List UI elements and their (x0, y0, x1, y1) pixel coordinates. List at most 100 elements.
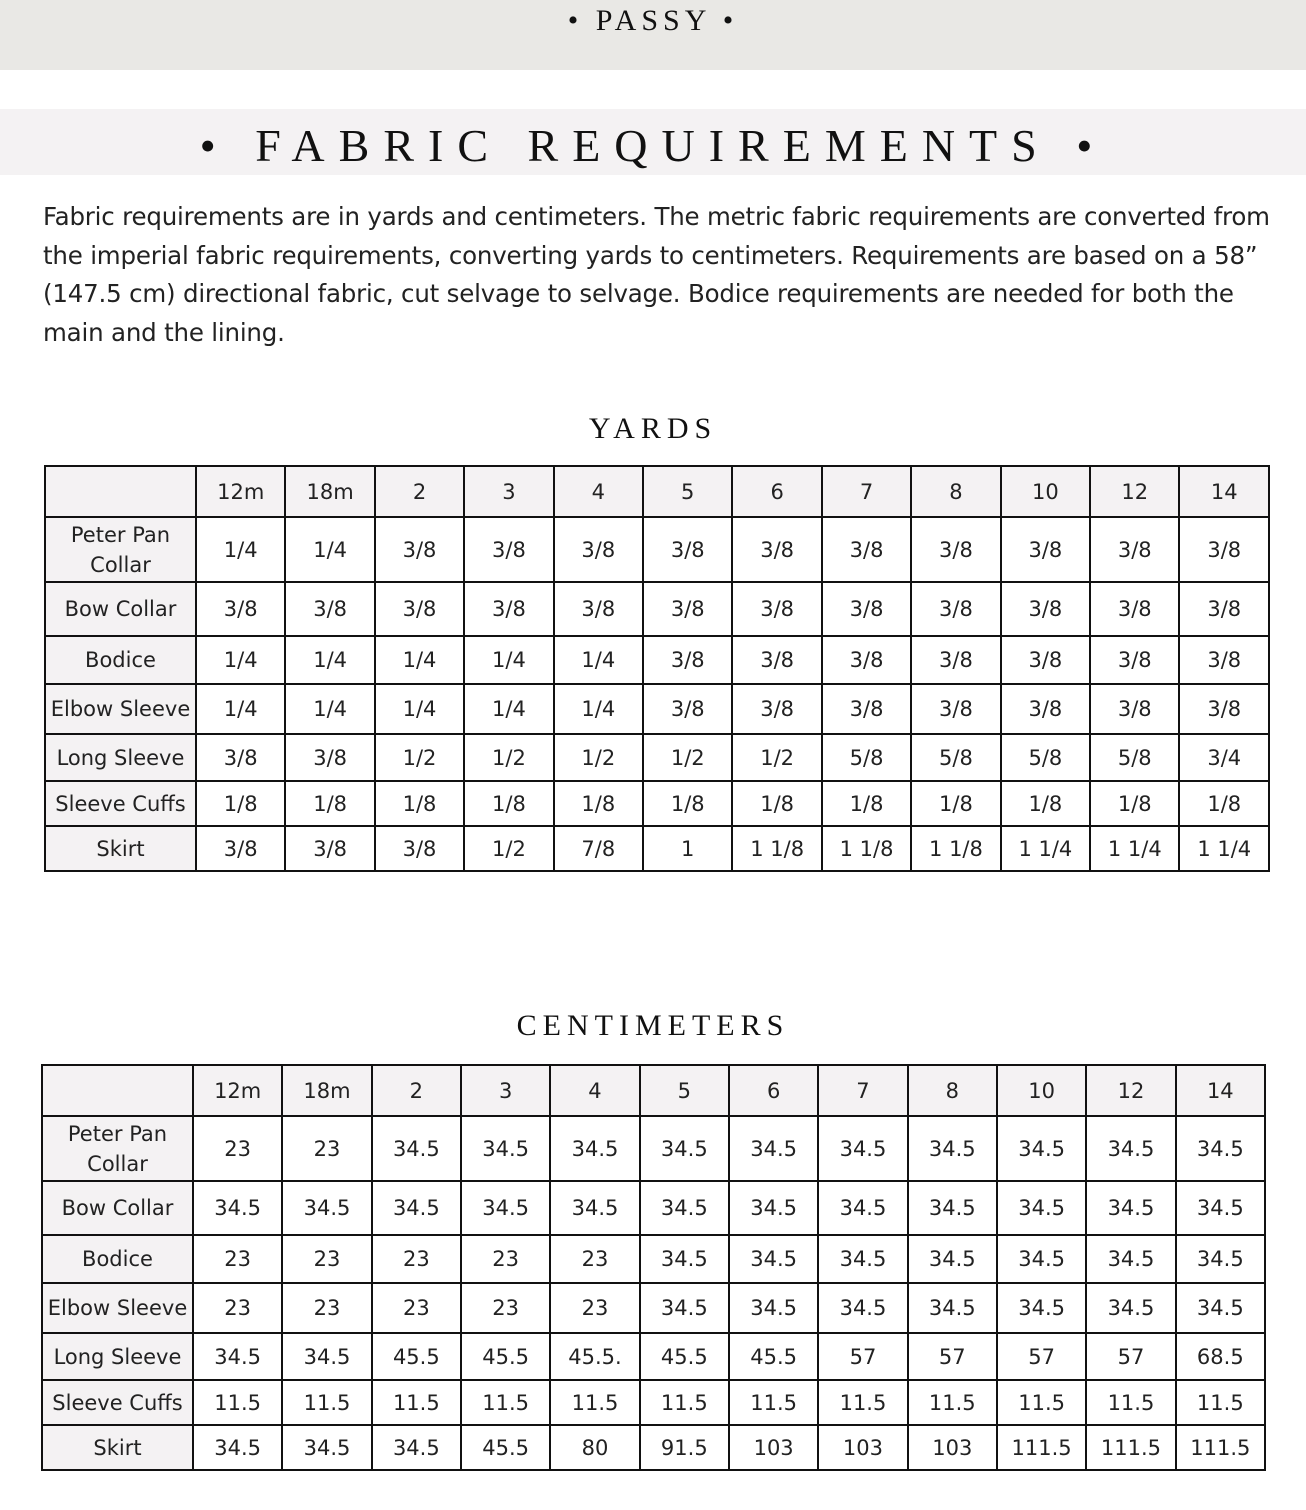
table-row: Sleeve Cuffs 11.5 11.5 11.5 11.5 11.5 11.5 11.5… (41, 1379, 1267, 1426)
brand-title: • PASSY • (567, 4, 739, 37)
value-cell: 34.5 (191, 1180, 284, 1236)
value-cell: 34.5 (727, 1115, 820, 1182)
size-header: 2 (370, 1064, 462, 1117)
value-cell: 1 1/8 (820, 825, 913, 872)
value-cell: 45.5 (459, 1332, 552, 1381)
value-cell: 34.5 (817, 1234, 909, 1284)
value-cell: 3/8 (373, 581, 466, 637)
value-cell: 11.5 (1174, 1379, 1267, 1426)
table-row: Sleeve Cuffs 1/8 1/8 1/8 1/8 1/8 1/8 1/8 1/8 1/8 1… (44, 780, 1270, 827)
value-cell: 11.5 (459, 1379, 552, 1426)
row-label: Long Sleeve (44, 733, 197, 782)
row-label: Bodice (41, 1234, 194, 1284)
value-cell: 23 (191, 1234, 284, 1284)
size-header: 12m (194, 465, 287, 518)
value-cell: 23 (281, 1282, 373, 1334)
value-cell: 1 1/8 (910, 825, 1002, 872)
value-cell: 3/8 (1089, 516, 1181, 583)
value-cell: 3/8 (999, 683, 1092, 735)
value-cell: 1/8 (194, 780, 287, 827)
value-cell: 3/8 (1178, 516, 1270, 583)
value-cell: 45.5. (549, 1332, 641, 1381)
table-row: Skirt 34.5 34.5 34.5 45.5 80 91.5 103 103 103 111.… (41, 1424, 1267, 1471)
value-cell: 3/8 (284, 825, 376, 872)
value-cell: 1 (642, 825, 734, 872)
value-cell: 1/4 (284, 635, 376, 685)
size-header: 8 (910, 465, 1002, 518)
value-cell: 34.5 (1174, 1180, 1267, 1236)
table-row: Bow Collar 3/8 3/8 3/8 3/8 3/8 3/8 3/8 3/8 3/8 3/8… (44, 581, 1270, 637)
page-title: • FABRIC REQUIREMENTS • (199, 120, 1107, 171)
value-cell: 1 1/4 (1089, 825, 1181, 872)
value-cell: 1/8 (284, 780, 376, 827)
value-cell: 1/2 (463, 825, 555, 872)
value-cell: 1/8 (731, 780, 823, 827)
table-row: Peter Pan Collar 23 23 34.5 34.5 34.5 34.5 34.5… (41, 1115, 1267, 1182)
value-cell: 34.5 (995, 1234, 1088, 1284)
row-label: Peter Pan Collar (41, 1115, 194, 1182)
size-header: 7 (820, 465, 913, 518)
row-label: Skirt (41, 1424, 194, 1471)
intro-paragraph: Fabric requirements are in yards and cen… (43, 202, 1270, 348)
value-cell: 45.5 (370, 1332, 462, 1381)
header-row: 12m 18m 2 3 4 5 6 7 8 10 12 14 (41, 1064, 1267, 1117)
value-cell: 103 (817, 1424, 909, 1471)
value-cell: 34.5 (727, 1282, 820, 1334)
value-cell: 11.5 (281, 1379, 373, 1426)
value-cell: 3/8 (463, 516, 555, 583)
value-cell: 57 (1085, 1332, 1177, 1381)
value-cell: 3/8 (194, 581, 287, 637)
value-cell: 3/8 (194, 733, 287, 782)
value-cell: 1/8 (999, 780, 1092, 827)
value-cell: 68.5 (1174, 1332, 1267, 1381)
header-band (0, 0, 1306, 70)
value-cell: 1/2 (463, 733, 555, 782)
value-cell: 91.5 (638, 1424, 730, 1471)
value-cell: 1/4 (552, 683, 645, 735)
value-cell: 1/4 (194, 683, 287, 735)
value-cell: 34.5 (906, 1180, 998, 1236)
value-cell: 11.5 (906, 1379, 998, 1426)
row-label: Sleeve Cuffs (44, 780, 197, 827)
size-header: 18m (284, 465, 376, 518)
value-cell: 34.5 (549, 1115, 641, 1182)
value-cell: 3/8 (642, 683, 734, 735)
value-cell: 1/8 (1178, 780, 1270, 827)
title-band (0, 109, 1306, 175)
value-cell: 1/8 (820, 780, 913, 827)
value-cell: 23 (191, 1282, 284, 1334)
value-cell: 3/8 (552, 581, 645, 637)
table-row: Skirt 3/8 3/8 3/8 1/2 7/8 1 1 1/8 1 1/8 1 1/8 1 1/… (44, 825, 1270, 872)
size-header: 6 (727, 1064, 820, 1117)
value-cell: 23 (191, 1115, 284, 1182)
value-cell: 34.5 (638, 1234, 730, 1284)
row-label: Elbow Sleeve (41, 1282, 194, 1334)
value-cell: 3/8 (552, 516, 645, 583)
value-cell: 34.5 (1174, 1234, 1267, 1284)
value-cell: 3/8 (1178, 635, 1270, 685)
value-cell: 3/8 (820, 683, 913, 735)
value-cell: 34.5 (459, 1115, 552, 1182)
size-header: 3 (459, 1064, 552, 1117)
value-cell: 1/4 (284, 683, 376, 735)
value-cell: 1/8 (1089, 780, 1181, 827)
value-cell: 34.5 (1085, 1282, 1177, 1334)
value-cell: 11.5 (191, 1379, 284, 1426)
value-cell: 1/4 (373, 635, 466, 685)
size-header: 12m (191, 1064, 284, 1117)
row-label: Skirt (44, 825, 197, 872)
value-cell: 11.5 (1085, 1379, 1177, 1426)
value-cell: 45.5 (459, 1424, 552, 1471)
value-cell: 3/8 (820, 635, 913, 685)
value-cell: 1/4 (194, 635, 287, 685)
value-cell: 11.5 (638, 1379, 730, 1426)
table-row: Long Sleeve 3/8 3/8 1/2 1/2 1/2 1/2 1/2 5/8 5/8 5/… (44, 733, 1270, 782)
value-cell: 1/2 (642, 733, 734, 782)
value-cell: 5/8 (910, 733, 1002, 782)
size-header: 5 (642, 465, 734, 518)
value-cell: 1/2 (373, 733, 466, 782)
value-cell: 1 1/4 (999, 825, 1092, 872)
value-cell: 34.5 (727, 1180, 820, 1236)
size-header: 2 (373, 465, 466, 518)
value-cell: 1/2 (552, 733, 645, 782)
